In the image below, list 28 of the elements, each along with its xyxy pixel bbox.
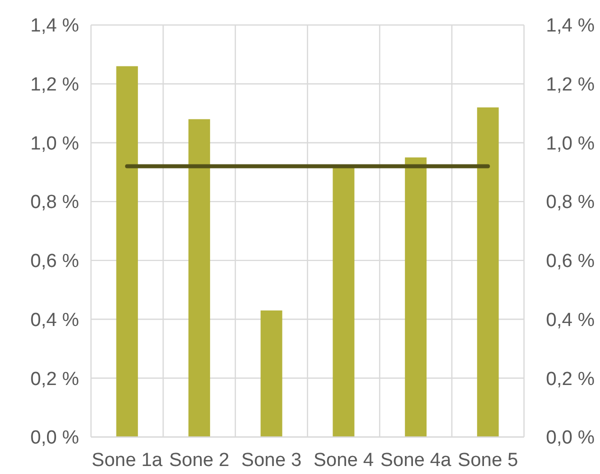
y-tick-label: 0,6 % — [30, 251, 80, 272]
y-tick-label: 0,0 % — [30, 428, 80, 449]
y-tick-label: 0,2 % — [30, 368, 80, 390]
y-tick-label: 1,2 % — [30, 74, 80, 96]
y2-tick-label: 0,2 % — [546, 368, 595, 390]
bar — [332, 166, 354, 437]
y2-tick-label: 1,2 % — [546, 74, 595, 96]
y2-tick-label: 1,0 % — [546, 133, 595, 154]
y-tick-label: 1,4 % — [30, 16, 80, 37]
y2-tick-label: 0,4 % — [546, 310, 595, 331]
y2-tick-label: 0,0 % — [546, 428, 595, 449]
bar — [404, 157, 427, 437]
y-tick-label: 0,4 % — [30, 310, 80, 331]
bar — [477, 107, 499, 437]
x-tick-label: Sone 5 — [458, 450, 518, 471]
x-tick-label: Sone 4 — [313, 450, 374, 471]
x-tick-label: Sone 3 — [241, 450, 302, 471]
y-tick-label: 1,0 % — [30, 133, 80, 154]
x-tick-label: Sone 4a — [380, 450, 452, 471]
y2-tick-label: 0,6 % — [546, 251, 595, 272]
x-tick-label: Sone 2 — [169, 450, 230, 471]
y2-tick-label: 1,4 % — [546, 16, 595, 37]
y2-tick-label: 0,8 % — [546, 192, 595, 214]
bar — [188, 119, 210, 437]
y-tick-label: 0,8 % — [30, 192, 80, 214]
bar — [116, 66, 138, 437]
x-tick-label: Sone 1a — [92, 450, 163, 471]
bar — [260, 310, 282, 437]
